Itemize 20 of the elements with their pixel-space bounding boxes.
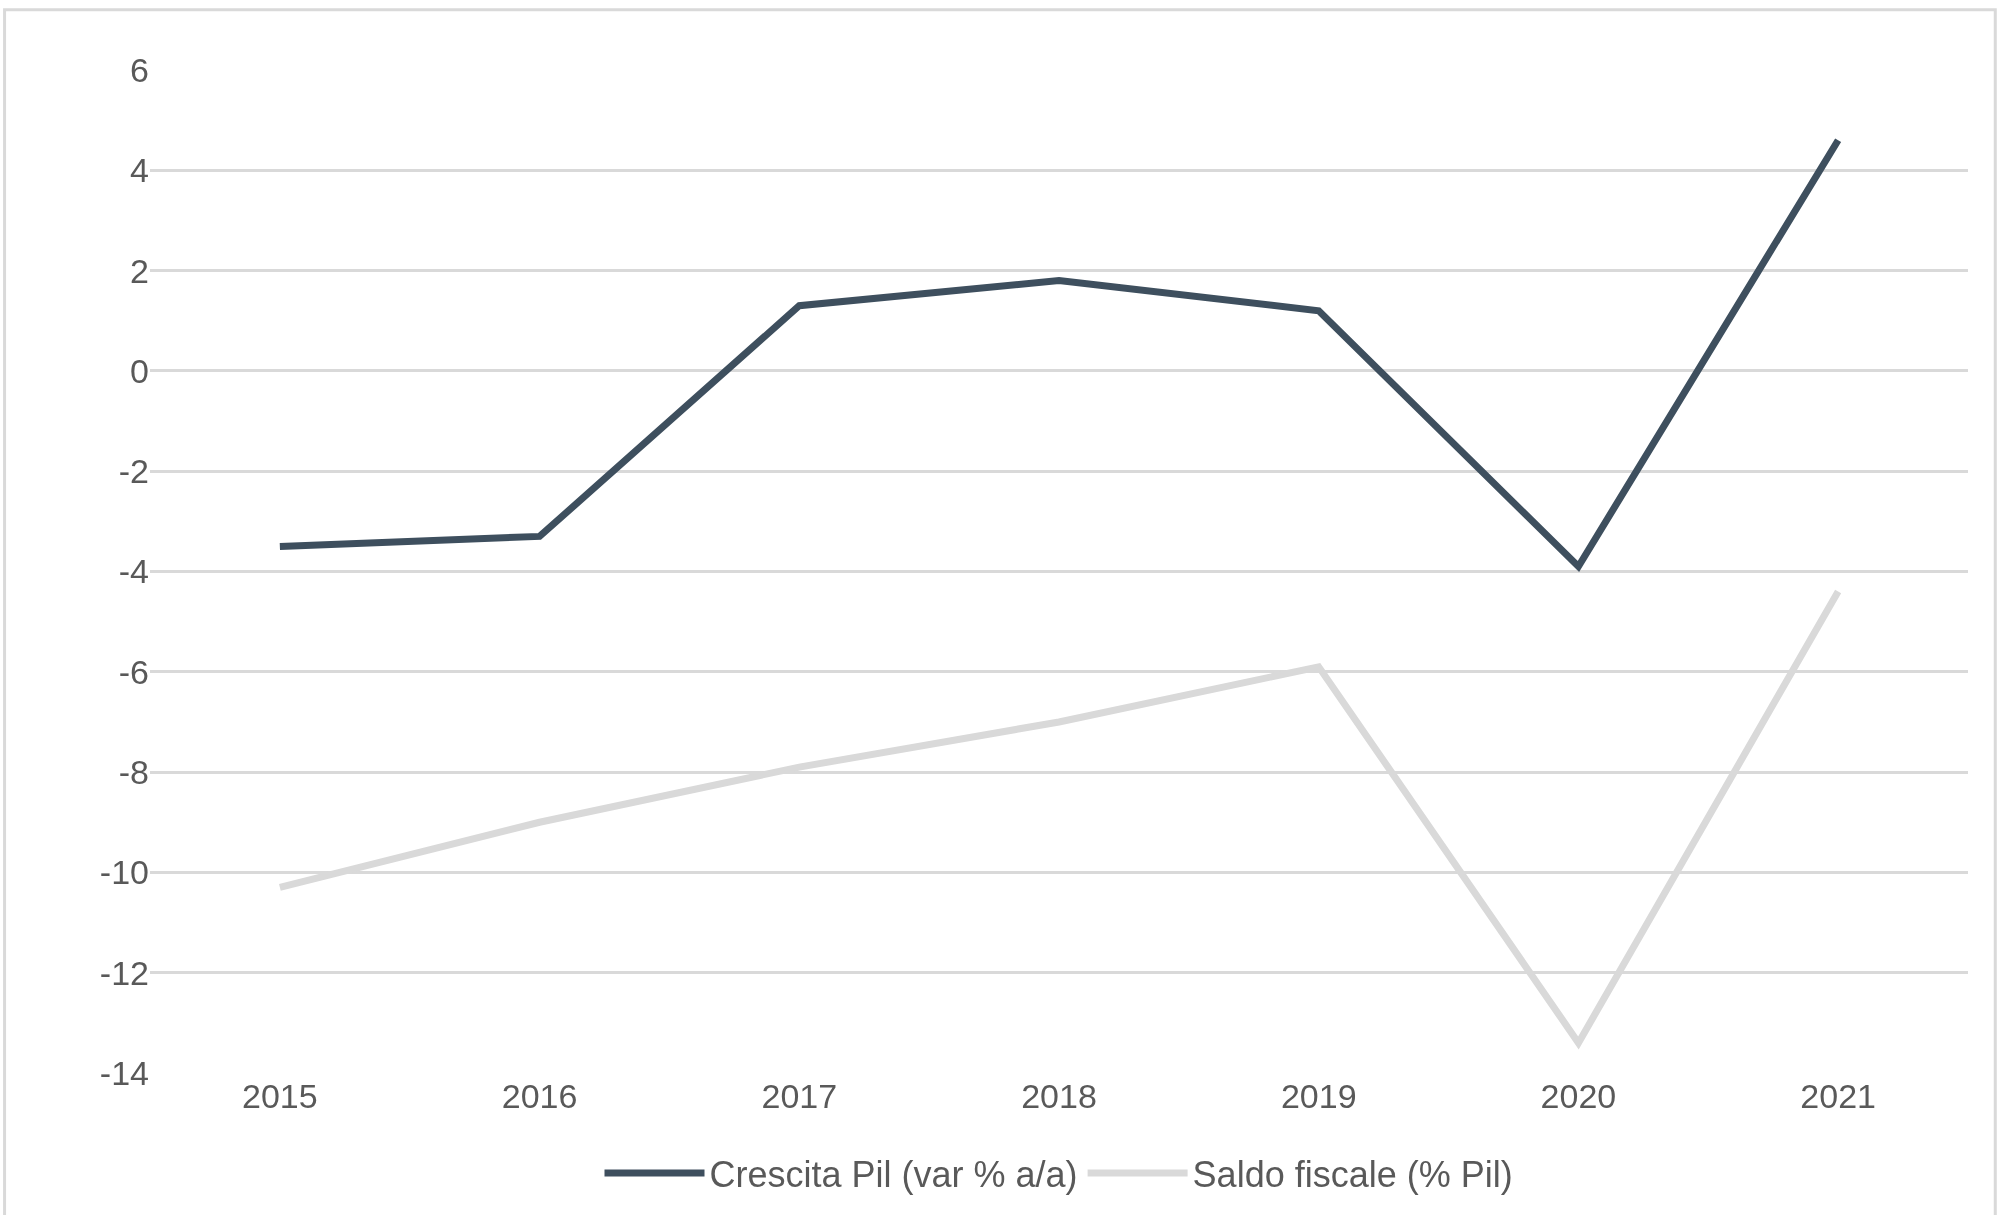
y-tick-label: -6 <box>118 652 149 691</box>
y-tick-label: 6 <box>130 50 149 89</box>
y-tick-label: 4 <box>130 151 149 190</box>
y-tick-label: -8 <box>118 753 149 791</box>
x-tick-label: 2019 <box>1280 1077 1357 1115</box>
x-tick-label: 2021 <box>1800 1077 1876 1115</box>
y-tick-label: -12 <box>99 953 149 992</box>
x-tick-label: 2020 <box>1540 1077 1617 1115</box>
x-tick-label: 2016 <box>501 1077 578 1115</box>
y-tick-label: -10 <box>99 853 149 892</box>
y-tick-label: -2 <box>118 452 149 491</box>
y-tick-label: 2 <box>130 251 149 290</box>
y-tick-label: 0 <box>130 351 149 390</box>
x-tick-label: 2017 <box>761 1077 838 1115</box>
x-tick-label: 2015 <box>242 1077 318 1115</box>
x-tick-label: 2018 <box>1021 1077 1097 1115</box>
y-tick-label: -14 <box>99 1053 149 1092</box>
legend-label: Crescita Pil (var % a/a) <box>709 1154 1078 1196</box>
y-tick-label: -4 <box>118 552 149 591</box>
legend-label: Saldo fiscale (% Pil) <box>1192 1154 1513 1196</box>
